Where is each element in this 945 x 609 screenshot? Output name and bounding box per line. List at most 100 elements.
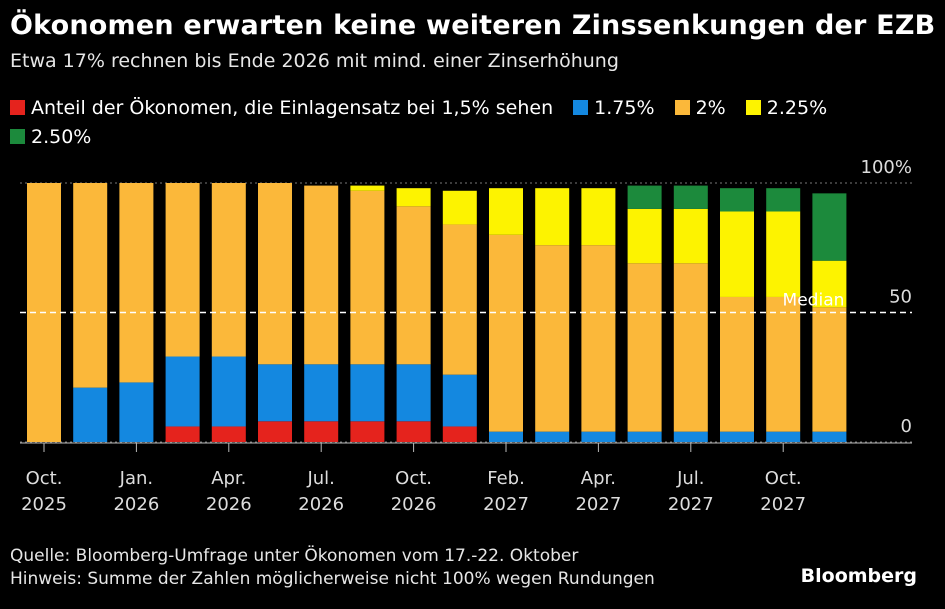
bar-segment xyxy=(673,431,708,442)
x-tick-label: Feb. xyxy=(487,468,525,489)
bar-segment xyxy=(812,193,847,261)
legend-swatch xyxy=(573,100,589,115)
bar-segment xyxy=(442,190,477,225)
bar-segment xyxy=(535,188,570,246)
bar-segment xyxy=(304,185,339,365)
source-note: Quelle: Bloomberg-Umfrage unter Ökonomen… xyxy=(10,546,579,566)
x-tick-label-year: 2026 xyxy=(298,494,344,515)
bar-segment xyxy=(489,431,523,442)
bar-segment xyxy=(627,431,662,442)
bar-segment xyxy=(673,263,708,432)
x-tick-label: Oct. xyxy=(395,468,432,489)
bar-segment xyxy=(627,263,662,432)
bar-segment xyxy=(258,183,292,365)
legend-label: 2% xyxy=(695,97,726,119)
bar-segment xyxy=(73,183,108,388)
x-tick-label-year: 2026 xyxy=(206,494,252,515)
x-tick-label: Jul. xyxy=(306,468,334,489)
bar-segment xyxy=(535,431,570,442)
legend: Anteil der Ökonomen, die Einlagensatz be… xyxy=(10,94,910,152)
bar-segment xyxy=(489,188,523,235)
bar-segment xyxy=(258,421,292,442)
legend-item-2-25: 2.25% xyxy=(745,94,828,123)
bar-segment xyxy=(396,206,431,365)
bar-segment xyxy=(581,245,616,432)
bar-segment xyxy=(442,426,477,442)
legend-swatch xyxy=(745,100,761,115)
x-tick-label: Apr. xyxy=(581,468,616,489)
legend-swatch xyxy=(10,100,25,115)
bar-segment xyxy=(766,211,801,297)
legend-swatch xyxy=(10,129,25,144)
bar-segment xyxy=(627,185,662,209)
bar-segment xyxy=(812,307,847,432)
legend-label: 2.50% xyxy=(31,126,92,148)
x-tick-label-year: 2025 xyxy=(21,494,67,515)
bar-segment xyxy=(673,208,708,264)
y-tick-label: 50 xyxy=(889,287,912,308)
bar-segment xyxy=(581,188,616,246)
bar-segment xyxy=(442,224,477,375)
bar-segment xyxy=(720,188,754,212)
bar-segment xyxy=(673,185,708,209)
bloomberg-logo: Bloomberg xyxy=(800,565,917,587)
bar-segment xyxy=(627,208,662,264)
bar-segment xyxy=(812,431,847,442)
x-tick-label-year: 2027 xyxy=(668,494,714,515)
bar-segment xyxy=(766,296,801,432)
x-tick-label-year: 2026 xyxy=(113,494,159,515)
legend-item-2: 2% xyxy=(674,94,726,123)
bar-segment xyxy=(211,426,246,442)
bar-segment xyxy=(489,234,523,432)
bar-segment xyxy=(720,431,754,442)
bar-segment xyxy=(396,421,431,442)
legend-label: 1.75% xyxy=(594,97,655,119)
stacked-bar-chart: Median 0 50 100% Oct. 2025 Jan. 2026 Apr. 2026 Jul… xyxy=(20,157,912,515)
bar-segment xyxy=(396,364,431,422)
bar-segment xyxy=(73,387,108,442)
bar-segment xyxy=(442,374,477,427)
bar-segment xyxy=(766,188,801,212)
x-tick-label-year: 2026 xyxy=(391,494,437,515)
bar-segment xyxy=(258,364,292,422)
bar-segment xyxy=(119,382,154,442)
x-tick-label-year: 2027 xyxy=(575,494,621,515)
bar-segment xyxy=(304,421,339,442)
legend-label: Anteil der Ökonomen, die Einlagensatz be… xyxy=(31,97,554,119)
chart-subtitle: Etwa 17% rechnen bis Ende 2026 mit mind.… xyxy=(10,50,619,72)
x-tick-label-year: 2027 xyxy=(483,494,529,515)
bar-segment xyxy=(304,364,339,422)
bar-segment xyxy=(211,183,246,357)
bar-segment xyxy=(720,296,754,432)
bar-segment xyxy=(812,260,847,308)
legend-item-1-5: Anteil der Ökonomen, die Einlagensatz be… xyxy=(10,94,553,123)
x-tick-label-year: 2027 xyxy=(760,494,806,515)
x-tick-label: Jan. xyxy=(119,468,153,489)
legend-label: 2.25% xyxy=(766,97,828,119)
legend-item-1-75: 1.75% xyxy=(573,94,655,123)
bar-segment xyxy=(396,188,431,207)
bar-segment xyxy=(211,356,246,427)
y-tick-label: 100% xyxy=(861,157,912,178)
bar-segment xyxy=(535,245,570,432)
bar-segment xyxy=(350,190,385,365)
bar-segment xyxy=(766,431,801,442)
bar-segment xyxy=(165,426,200,442)
y-tick-label: 0 xyxy=(901,416,912,437)
bar-segment xyxy=(720,211,754,297)
x-tick-label: Oct. xyxy=(26,468,63,489)
x-tick-label: Jul. xyxy=(676,468,704,489)
bar-segment xyxy=(350,421,385,442)
bar-segment xyxy=(165,356,200,427)
x-tick-label: Apr. xyxy=(211,468,246,489)
hint-note: Hinweis: Summe der Zahlen möglicherweise… xyxy=(10,569,655,589)
bar-segment xyxy=(350,185,385,191)
x-tick-label: Oct. xyxy=(765,468,802,489)
legend-item-2-50: 2.50% xyxy=(10,123,91,152)
chart-title: Ökonomen erwarten keine weiteren Zinssen… xyxy=(10,10,936,41)
legend-swatch xyxy=(674,100,690,115)
bar-segment xyxy=(165,183,200,357)
bar-segment xyxy=(350,364,385,422)
bar-segment xyxy=(119,183,154,383)
bar-segment xyxy=(581,431,616,442)
